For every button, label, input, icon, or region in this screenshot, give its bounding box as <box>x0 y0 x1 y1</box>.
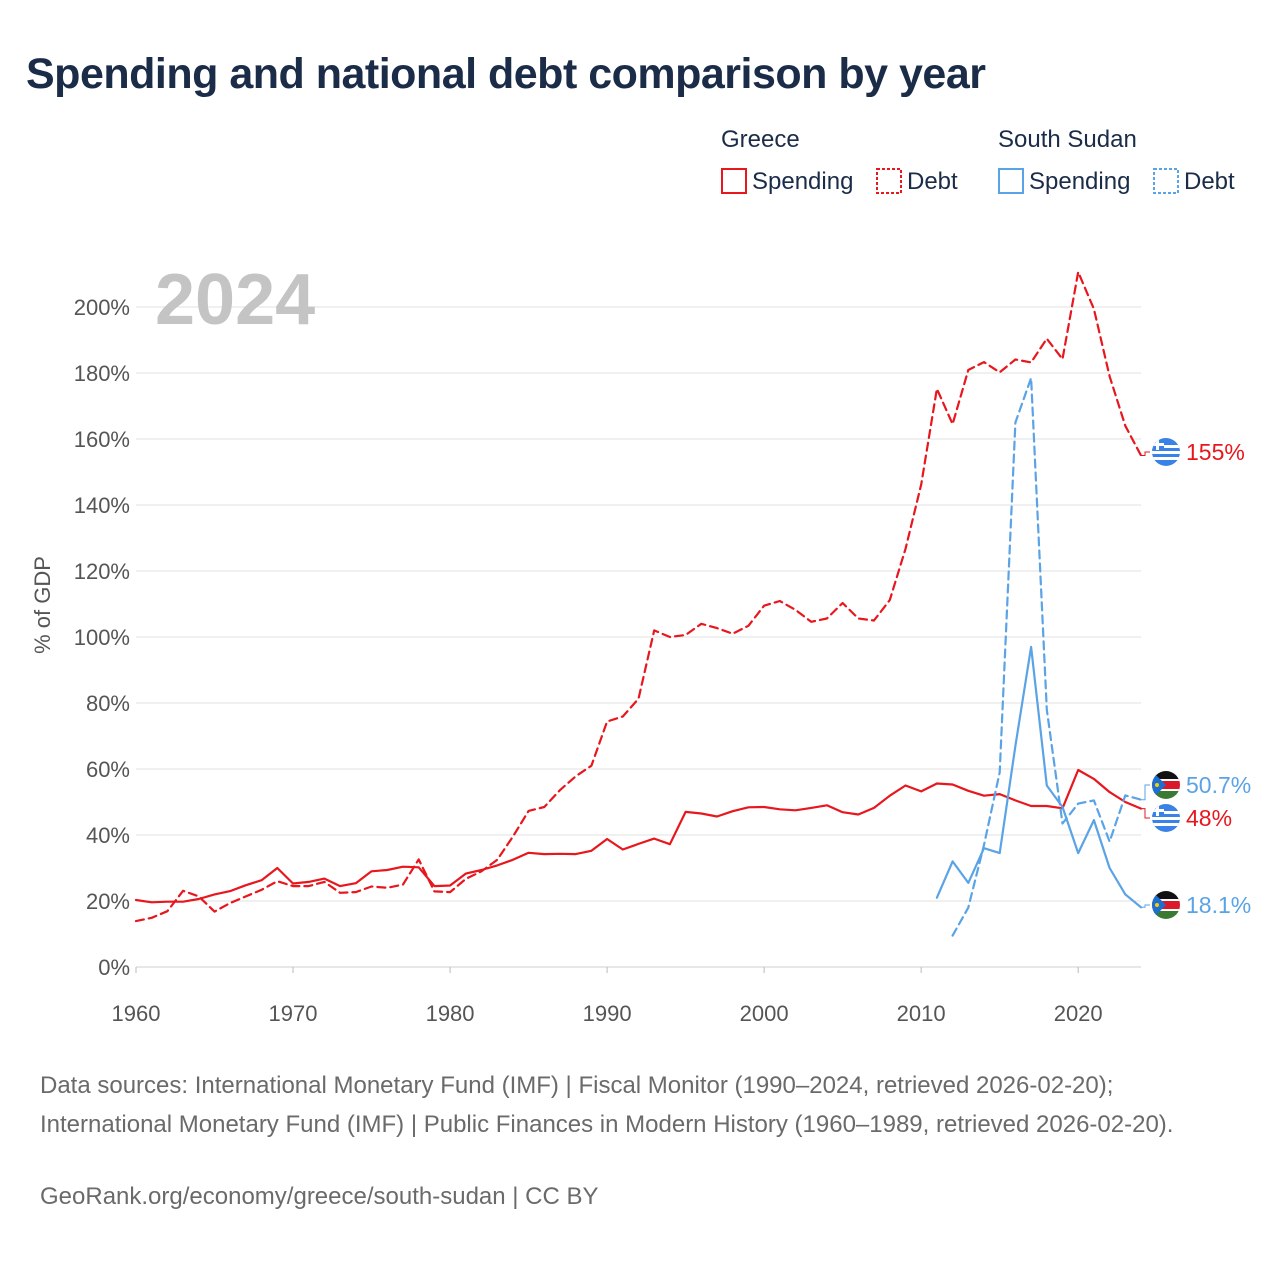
end-label-text: 50.7% <box>1186 772 1251 798</box>
x-tick-label: 1960 <box>112 1001 161 1026</box>
legend-greece-debt-label: Debt <box>907 168 958 195</box>
y-tick-label: 160% <box>74 427 130 452</box>
end-label-south-sudan-debt: 50.7% <box>1152 771 1251 799</box>
greece-flag-icon <box>1152 804 1180 832</box>
chart-title: Spending and national debt comparison by… <box>26 50 986 98</box>
x-tick-label: 1970 <box>269 1001 318 1026</box>
series-layer <box>134 270 1143 937</box>
legend-south-sudan-title: South Sudan <box>998 126 1137 153</box>
label-connector <box>1141 904 1150 908</box>
x-tick-label: 1980 <box>426 1001 475 1026</box>
x-tick-label: 2000 <box>740 1001 789 1026</box>
y-tick-label: 60% <box>86 757 130 782</box>
south-sudan-flag-icon <box>1152 771 1180 799</box>
site-credit[interactable]: GeoRank.org/economy/greece/south-sudan |… <box>40 1183 599 1210</box>
y-axis: 0% 20% 40% 60% 80% 100% 120% 140% 160% 180% 200% <box>74 295 130 980</box>
y-tick-label: 20% <box>86 889 130 914</box>
x-tick-label: 2010 <box>897 1001 946 1026</box>
series-line-greece-debt <box>134 270 1143 923</box>
series-line-south-sudan-spending <box>935 645 1143 909</box>
series-line-south-sudan-debt <box>951 376 1143 937</box>
year-label: 2024 <box>155 260 315 340</box>
legend-south-sudan-debt-label: Debt <box>1184 168 1235 195</box>
legend-south-sudan-debt-swatch <box>1153 168 1179 194</box>
label-connector <box>1141 451 1150 456</box>
end-label-south-sudan-spending: 18.1% <box>1152 891 1251 919</box>
y-tick-label: 120% <box>74 559 130 584</box>
y-tick-label: 200% <box>74 295 130 320</box>
x-tick-label: 1990 <box>583 1001 632 1026</box>
label-connector <box>1141 784 1150 801</box>
south-sudan-flag-icon <box>1152 891 1180 919</box>
y-tick-label: 80% <box>86 691 130 716</box>
y-tick-label: 180% <box>74 361 130 386</box>
legend-greece-title: Greece <box>721 126 800 153</box>
gridlines <box>136 306 1141 968</box>
legend-south-sudan-spending-swatch <box>998 168 1024 194</box>
end-label-greece-spending: 48% <box>1152 804 1232 832</box>
data-sources: Data sources: International Monetary Fun… <box>40 1072 1174 1138</box>
legend-greece-spending-label: Spending <box>752 168 853 195</box>
x-axis: 1960 1970 1980 1990 2000 2010 2020 <box>112 967 1103 1026</box>
y-tick-label: 40% <box>86 823 130 848</box>
chart: Greece Spending Debt South Sudan Spendin… <box>30 126 1251 1026</box>
legend-south-sudan-spending-label: Spending <box>1029 168 1130 195</box>
label-connectors <box>1141 451 1150 908</box>
x-tick-label: 2020 <box>1054 1001 1103 1026</box>
y-tick-label: 0% <box>98 955 130 980</box>
legend: Greece Spending Debt South Sudan Spendin… <box>721 126 1235 195</box>
y-tick-label: 100% <box>74 625 130 650</box>
label-connector <box>1141 808 1150 819</box>
series-line-greece-spending <box>134 768 1143 904</box>
end-label-text: 18.1% <box>1186 892 1251 918</box>
end-label-text: 48% <box>1186 805 1232 831</box>
legend-greece-spending-swatch <box>721 168 747 194</box>
greece-flag-icon <box>1152 438 1180 466</box>
end-label-greece-debt: 155% <box>1152 438 1245 466</box>
y-axis-label: % of GDP <box>30 556 55 654</box>
end-label-text: 155% <box>1186 439 1245 465</box>
y-tick-label: 140% <box>74 493 130 518</box>
legend-greece-debt-swatch <box>876 168 902 194</box>
